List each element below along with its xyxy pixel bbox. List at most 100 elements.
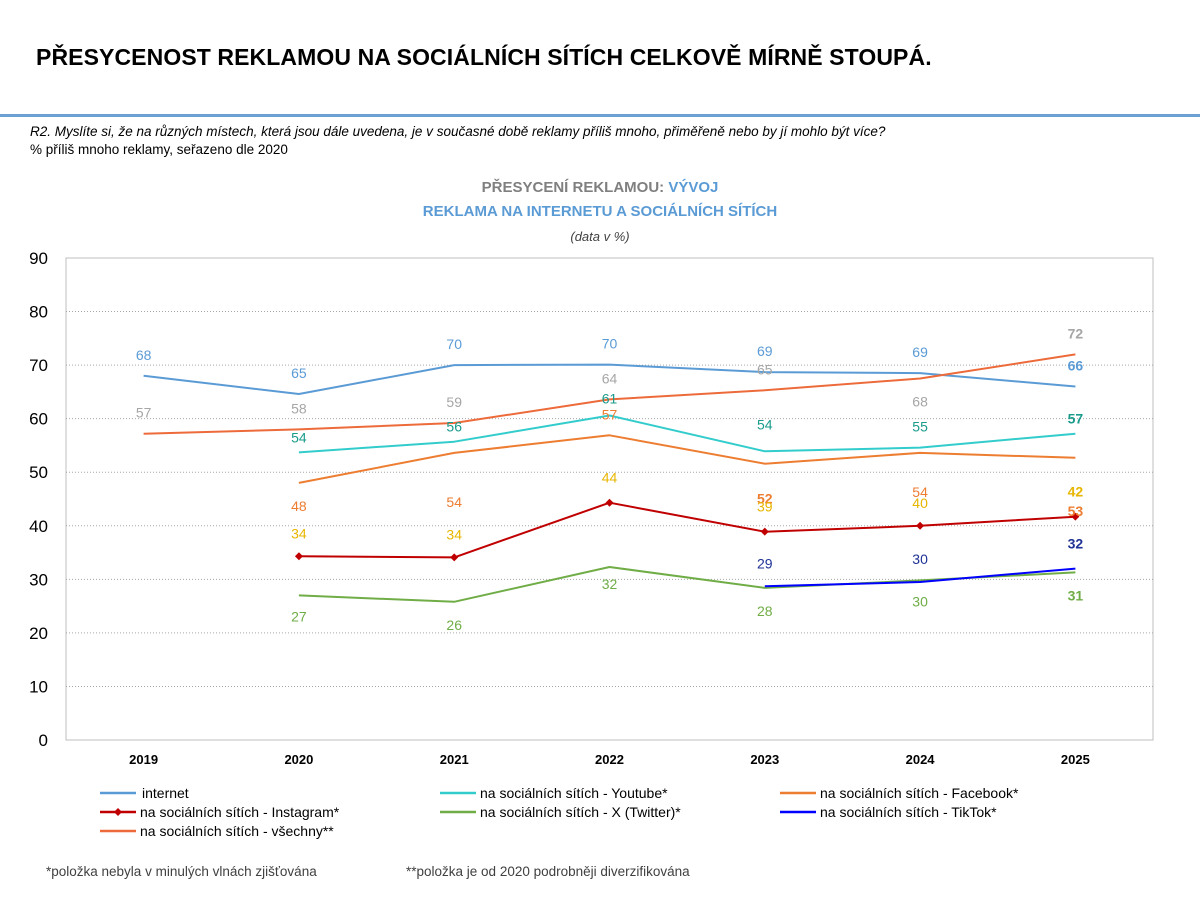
data-label: 32 <box>1068 536 1084 552</box>
data-label: 69 <box>757 343 773 359</box>
question-note: % příliš mnoho reklamy, seřazeno dle 202… <box>30 142 288 157</box>
data-label: 57 <box>136 405 152 421</box>
data-label: 54 <box>446 494 462 510</box>
data-label: 28 <box>757 603 773 619</box>
plot-area <box>65 257 1154 741</box>
data-label: 56 <box>446 419 462 435</box>
series-0 <box>143 363 1076 395</box>
legend-label: na sociálních sítích - Youtube* <box>480 785 668 801</box>
legend-label: internet <box>142 785 189 801</box>
legend-label: na sociálních sítích - Facebook* <box>820 785 1019 801</box>
series-line <box>143 353 1076 435</box>
series-1 <box>298 414 1076 454</box>
legend-item: na sociálních sítích - všechny** <box>100 823 334 839</box>
y-tick-label: 70 <box>29 356 48 375</box>
data-label: 54 <box>912 484 928 500</box>
series-line <box>298 434 1076 484</box>
x-tick-label: 2022 <box>595 752 624 767</box>
legend-item: na sociálních sítích - TikTok* <box>780 804 997 820</box>
title-divider <box>0 114 1200 117</box>
legend-item: internet <box>100 785 189 801</box>
data-label: 52 <box>757 491 773 507</box>
series-2 <box>298 434 1076 484</box>
footnote-new-item: *položka nebyla v minulých vlnách zjišťo… <box>46 864 317 879</box>
series-marker <box>1071 512 1080 521</box>
x-tick-label: 2019 <box>129 752 158 767</box>
data-label: 27 <box>291 608 307 624</box>
data-label: 34 <box>291 525 307 541</box>
legend-label: na sociálních sítích - Instagram* <box>140 804 340 820</box>
series-marker <box>605 498 614 507</box>
y-tick-label: 10 <box>29 677 48 696</box>
data-label: 54 <box>291 429 307 445</box>
data-label: 42 <box>1068 484 1084 500</box>
data-label: 65 <box>291 365 307 381</box>
legend-label: na sociálních sítích - všechny** <box>140 823 334 839</box>
survey-question: R2. Myslíte si, že na různých místech, k… <box>30 124 886 139</box>
y-tick-label: 80 <box>29 303 48 322</box>
x-tick-label: 2025 <box>1061 752 1090 767</box>
data-label: 57 <box>1068 411 1084 427</box>
data-label: 66 <box>1068 358 1084 374</box>
y-tick-label: 40 <box>29 517 48 536</box>
legend-marker <box>114 808 122 816</box>
data-label: 59 <box>446 394 462 410</box>
data-label: 48 <box>291 498 307 514</box>
series-line <box>143 363 1076 395</box>
chart-title-part1: PŘESYCENÍ REKLAMOU: <box>481 179 669 196</box>
data-label: 34 <box>446 526 462 542</box>
data-label: 30 <box>912 593 928 609</box>
series-6 <box>143 353 1076 435</box>
page-title: PŘESYCENOST REKLAMOU NA SOCIÁLNÍCH SÍTÍC… <box>36 44 932 70</box>
data-label: 30 <box>912 551 928 567</box>
data-label: 64 <box>602 370 618 386</box>
y-tick-label: 20 <box>29 624 48 643</box>
data-label: 31 <box>1068 587 1084 603</box>
legend-item: na sociálních sítích - X (Twitter)* <box>440 804 681 820</box>
footnote-diversified: **položka je od 2020 podrobněji diverzif… <box>406 864 690 879</box>
data-label: 70 <box>446 336 462 352</box>
data-label: 44 <box>602 470 618 486</box>
legend-item: na sociálních sítích - Youtube* <box>440 785 668 801</box>
y-tick-label: 30 <box>29 570 48 589</box>
data-label: 32 <box>602 576 618 592</box>
chart-subtitle: REKLAMA NA INTERNETU A SOCIÁLNÍCH SÍTÍCH <box>422 203 778 220</box>
y-tick-label: 90 <box>29 249 48 268</box>
series-5 <box>764 567 1076 588</box>
series-line <box>298 566 1076 603</box>
data-label: 40 <box>912 495 928 511</box>
chart-title: PŘESYCENÍ REKLAMOU: VÝVOJ <box>0 179 1200 196</box>
series-line <box>298 501 1076 559</box>
data-label: 57 <box>602 406 618 422</box>
y-tick-label: 60 <box>29 410 48 429</box>
data-label: 58 <box>291 400 307 416</box>
series-4 <box>298 566 1076 603</box>
y-tick-label: 0 <box>39 731 48 750</box>
data-label: 68 <box>912 394 928 410</box>
data-label: 68 <box>136 347 152 363</box>
chart-title-part2: VÝVOJ <box>668 179 719 196</box>
series-line <box>764 567 1076 588</box>
legend-label: na sociálních sítích - X (Twitter)* <box>480 804 681 820</box>
series-marker <box>450 553 459 562</box>
data-label: 70 <box>602 336 618 352</box>
legend-item: na sociálních sítích - Facebook* <box>780 785 1019 801</box>
chart-unit-note: (data v %) <box>570 229 630 244</box>
series-3 <box>294 498 1080 562</box>
data-label: 61 <box>602 390 618 406</box>
x-tick-label: 2021 <box>440 752 469 767</box>
series-marker <box>760 527 769 536</box>
data-label: 55 <box>912 419 928 435</box>
data-label: 54 <box>757 416 773 432</box>
x-tick-label: 2024 <box>906 752 936 767</box>
y-tick-label: 50 <box>29 463 48 482</box>
x-tick-label: 2023 <box>750 752 779 767</box>
series-marker <box>916 521 925 530</box>
series-line <box>298 414 1076 454</box>
data-label: 69 <box>912 344 928 360</box>
data-label: 53 <box>1068 503 1084 519</box>
series-marker <box>294 552 303 561</box>
data-label: 39 <box>757 499 773 515</box>
data-label: 65 <box>757 361 773 377</box>
